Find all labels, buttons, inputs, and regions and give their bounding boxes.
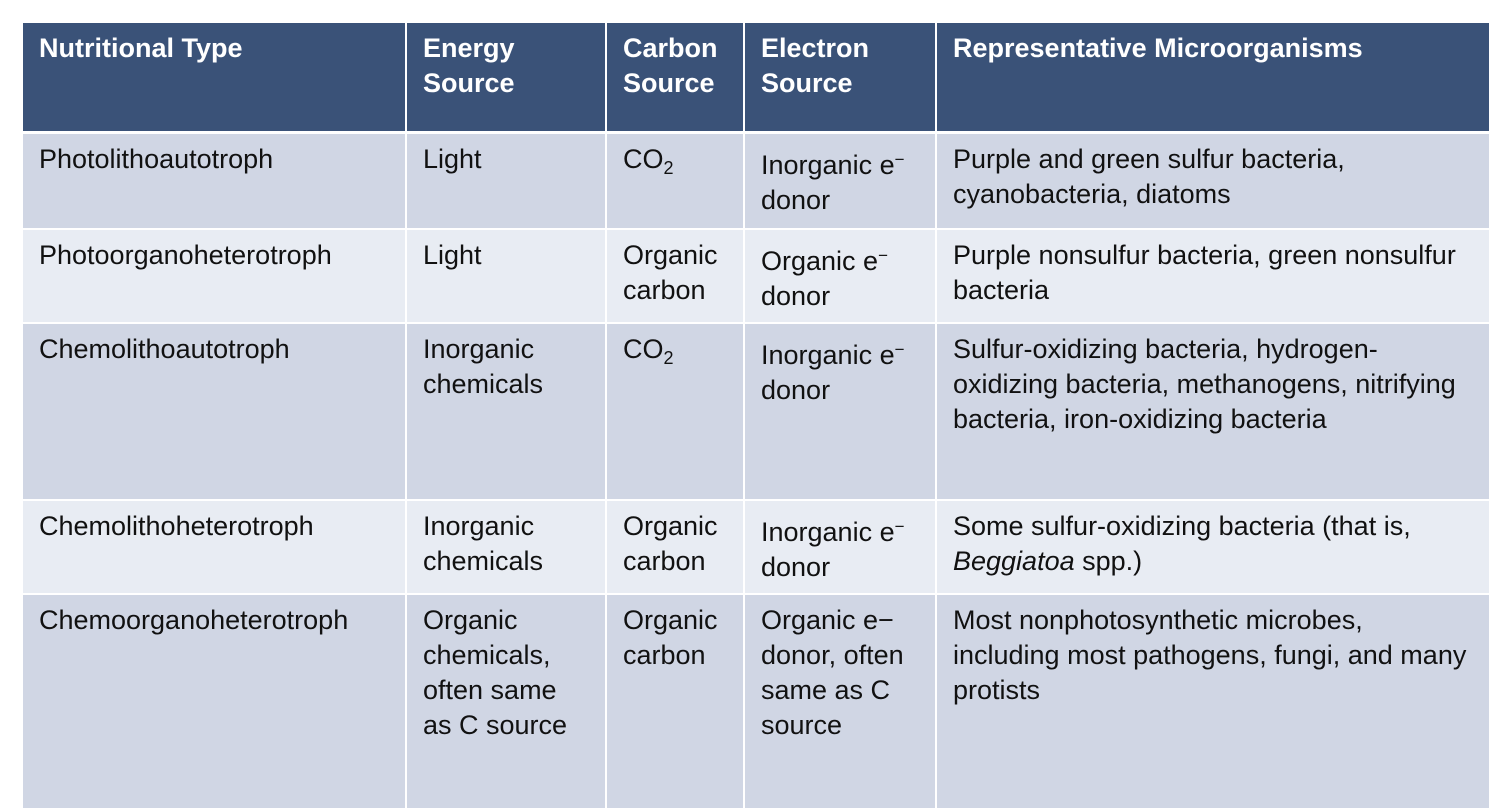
organisms-genus: Beggiatoa xyxy=(953,546,1075,576)
nutritional-types-table: Nutritional Type Energy Source Carbon So… xyxy=(23,23,1489,808)
table-row: Photolithoautotroph Light CO2 Inorganic … xyxy=(23,131,1489,229)
electron-superscript: − xyxy=(894,150,905,169)
carbon-subscript: 2 xyxy=(663,158,674,178)
cell-electron-source: Organic e− donor xyxy=(743,228,937,323)
cell-energy-source: Organic chemicals, often same as C sourc… xyxy=(405,593,607,808)
cell-carbon-source: Organic carbon xyxy=(605,593,745,808)
cell-nutritional-type: Chemolithoheterotroph xyxy=(23,499,407,594)
cell-electron-source: Inorganic e− donor xyxy=(743,322,937,500)
table-row: Photoorganoheterotroph Light Organic car… xyxy=(23,228,1489,323)
header-nutritional-type: Nutritional Type xyxy=(23,23,407,134)
electron-text-rest: donor xyxy=(761,281,831,311)
cell-electron-source: Organic e− donor, often same as C source xyxy=(743,593,937,808)
electron-text: Inorganic e xyxy=(761,517,895,547)
table-row: Chemolithoautotroph Inorganic chemicals … xyxy=(23,322,1489,500)
carbon-text: CO xyxy=(623,144,664,174)
electron-text-rest: donor xyxy=(761,375,831,405)
cell-representative-microorganisms: Purple and green sulfur bacteria, cyanob… xyxy=(935,131,1489,229)
carbon-subscript: 2 xyxy=(663,348,674,368)
electron-superscript: − xyxy=(894,517,905,536)
cell-electron-source: Inorganic e− donor xyxy=(743,499,937,594)
cell-energy-source: Inorganic chemicals xyxy=(405,499,607,594)
cell-representative-microorganisms: Some sulfur-oxidizing bacteria (that is,… xyxy=(935,499,1489,594)
cell-representative-microorganisms: Purple nonsulfur bacteria, green nonsulf… xyxy=(935,228,1489,323)
cell-energy-source: Light xyxy=(405,131,607,229)
cell-carbon-source: CO2 xyxy=(605,131,745,229)
cell-nutritional-type: Photoorganoheterotroph xyxy=(23,228,407,323)
organisms-text-rest: spp.) xyxy=(1082,546,1143,576)
header-row: Nutritional Type Energy Source Carbon So… xyxy=(23,23,1489,134)
cell-nutritional-type: Chemolithoautotroph xyxy=(23,322,407,500)
header-representative-microorganisms: Representative Microorganisms xyxy=(935,23,1489,134)
cell-nutritional-type: Photolithoautotroph xyxy=(23,131,407,229)
table-row: Chemolithoheterotroph Inorganic chemical… xyxy=(23,499,1489,594)
cell-electron-source: Inorganic e− donor xyxy=(743,131,937,229)
electron-text: Inorganic e xyxy=(761,150,895,180)
electron-text: Inorganic e xyxy=(761,340,895,370)
cell-carbon-source: CO2 xyxy=(605,322,745,500)
electron-text-rest: donor xyxy=(761,185,831,215)
cell-carbon-source: Organic carbon xyxy=(605,228,745,323)
carbon-text: CO xyxy=(623,334,664,364)
electron-text-rest: donor xyxy=(761,552,831,582)
header-energy-source: Energy Source xyxy=(405,23,607,134)
electron-superscript: − xyxy=(894,340,905,359)
cell-representative-microorganisms: Sulfur-oxidizing bacteria, hydrogen-oxid… xyxy=(935,322,1489,500)
electron-text: Organic e xyxy=(761,246,879,276)
electron-superscript: − xyxy=(878,246,888,265)
cell-energy-source: Light xyxy=(405,228,607,323)
cell-nutritional-type: Chemoorganoheterotroph xyxy=(23,593,407,808)
table-row: Chemoorganoheterotroph Organic chemicals… xyxy=(23,593,1489,808)
header-carbon-source: Carbon Source xyxy=(605,23,745,134)
organisms-text: Some sulfur-oxidizing bacteria (that is, xyxy=(953,511,1411,541)
cell-energy-source: Inorganic chemicals xyxy=(405,322,607,500)
cell-carbon-source: Organic carbon xyxy=(605,499,745,594)
header-electron-source: Electron Source xyxy=(743,23,937,134)
cell-representative-microorganisms: Most nonphotosynthetic microbes, includi… xyxy=(935,593,1489,808)
